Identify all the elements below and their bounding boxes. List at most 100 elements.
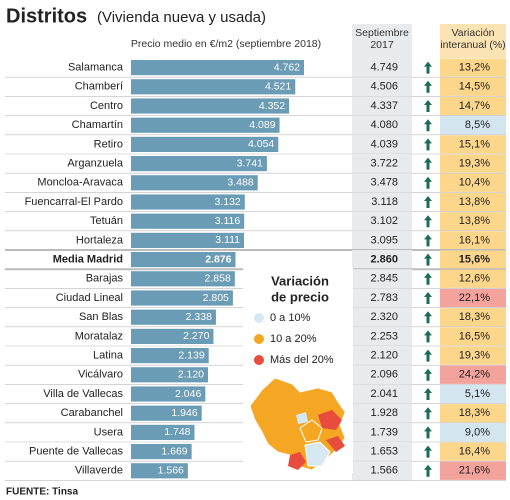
variation: 15,1% [459, 138, 490, 150]
col-bg [352, 96, 412, 116]
col-bg [352, 326, 412, 346]
col-bg [352, 307, 412, 327]
variation: 13,8% [459, 215, 490, 227]
sept-2017: 2.320 [370, 311, 398, 323]
bar [131, 232, 245, 248]
row: Tetuán 3.116 3.102 13,8% [5, 211, 506, 232]
map-area [326, 436, 345, 452]
variation-cell [440, 404, 506, 423]
bar [131, 60, 304, 76]
sept-2017: 1.653 [370, 446, 398, 458]
variation: 13,2% [459, 62, 490, 74]
arrow-up [424, 349, 432, 362]
arrow-up [424, 196, 432, 208]
col-bg [352, 346, 412, 366]
bar-label: 2.270 [183, 330, 209, 342]
col-bg [352, 134, 412, 154]
arrow-up [424, 80, 432, 93]
bar-label: 1.748 [164, 426, 190, 438]
row: Ciudad Lineal 2.805 2.783 22,1% [5, 288, 506, 308]
variation: 21,6% [459, 465, 490, 477]
variation: 10,4% [459, 177, 490, 189]
sept-2017: 2.120 [370, 350, 398, 362]
bar [131, 424, 195, 440]
arrow-up [424, 119, 432, 132]
variation: 16,1% [459, 234, 490, 246]
col-bg [352, 24, 412, 58]
arrow-up [424, 157, 432, 170]
map-area [288, 452, 306, 470]
row: Media Madrid 2.876 2.860 15,6% [5, 250, 506, 271]
col-bg [352, 461, 412, 481]
variation-cell [440, 365, 506, 384]
row: Arganzuela 3.741 3.722 19,3% [5, 154, 506, 174]
category-label: Chamartín [72, 119, 123, 131]
sept-2017: 3.478 [370, 177, 398, 189]
variation-cell [440, 231, 506, 250]
sept-2017: 2.096 [370, 369, 398, 381]
bar [131, 271, 235, 287]
bar [131, 98, 290, 114]
sept-2017: 1.566 [370, 465, 398, 477]
sept-2017: 4.337 [370, 100, 398, 112]
bar-label: 4.521 [265, 81, 291, 93]
map-area [296, 412, 308, 424]
legend-swatch [254, 334, 264, 344]
bar-label: 3.116 [215, 215, 241, 227]
variation-cell [440, 192, 506, 212]
col-header: 2017 [370, 39, 394, 51]
variation: 8,5% [465, 119, 490, 131]
bar-label: 1.669 [161, 445, 187, 457]
row: Salamanca 4.762 4.749 13,2% [5, 58, 506, 78]
sept-2017: 1.739 [370, 426, 398, 438]
row: Fuencarral-El Pardo 3.132 3.118 13,8% [5, 192, 506, 212]
variation: 16,5% [459, 330, 490, 342]
bar [131, 367, 209, 383]
bar-label: 2.876 [205, 253, 231, 265]
bar-header: Precio medio en €/m2 (septiembre 2018) [131, 38, 321, 50]
category-label: Latina [93, 350, 124, 362]
row: Usera 1.748 1.739 9,0% [5, 422, 506, 443]
category-label: Fuencarral-El Pardo [25, 196, 123, 208]
arrow-up [424, 138, 432, 151]
variation: 19,3% [459, 350, 490, 362]
category-label: Usera [94, 426, 124, 438]
row: Retiro 4.054 4.039 15,1% [5, 134, 506, 155]
map-area [304, 441, 331, 467]
row: Centro 4.352 4.337 14,7% [5, 96, 506, 116]
subtitle: (Vivienda nueva y usada) [97, 9, 266, 26]
col-bg [352, 250, 412, 270]
legend-label: 0 a 10% [270, 312, 311, 324]
col-bg [352, 58, 412, 78]
row: Hortaleza 3.111 3.095 16,1% [5, 230, 506, 251]
row: Moncloa-Aravaca 3.488 3.478 10,4% [5, 173, 506, 193]
legend-label: 10 a 20% [270, 333, 317, 345]
category-label: Moratalaz [75, 330, 123, 342]
map-area [318, 410, 342, 430]
bar-label: 4.089 [249, 119, 275, 131]
map-area [299, 419, 323, 443]
col-bg [352, 154, 412, 174]
bar [131, 175, 258, 191]
variation: 13,8% [459, 196, 490, 208]
arrow-up [424, 272, 432, 285]
bar-label: 2.858 [205, 273, 231, 285]
category-label: Puente de Vallecas [29, 446, 123, 458]
variation-cell [440, 116, 506, 135]
legend-title: de precio [271, 289, 329, 304]
variation: 19,3% [459, 158, 490, 170]
category-label: Chamberí [75, 81, 123, 93]
col-bg [352, 192, 412, 212]
sept-2017: 2.783 [370, 292, 398, 304]
arrow-up [424, 215, 432, 228]
legend-title: Variación [271, 273, 329, 288]
bar [131, 156, 267, 172]
bar-label: 3.111 [215, 234, 240, 246]
legend-label: Más del 20% [270, 354, 334, 366]
bar [131, 79, 296, 95]
category-label: Moncloa-Aravaca [37, 177, 123, 189]
arrow-up [424, 292, 432, 304]
variation: 9,0% [465, 426, 490, 438]
arrow-up [424, 445, 432, 458]
